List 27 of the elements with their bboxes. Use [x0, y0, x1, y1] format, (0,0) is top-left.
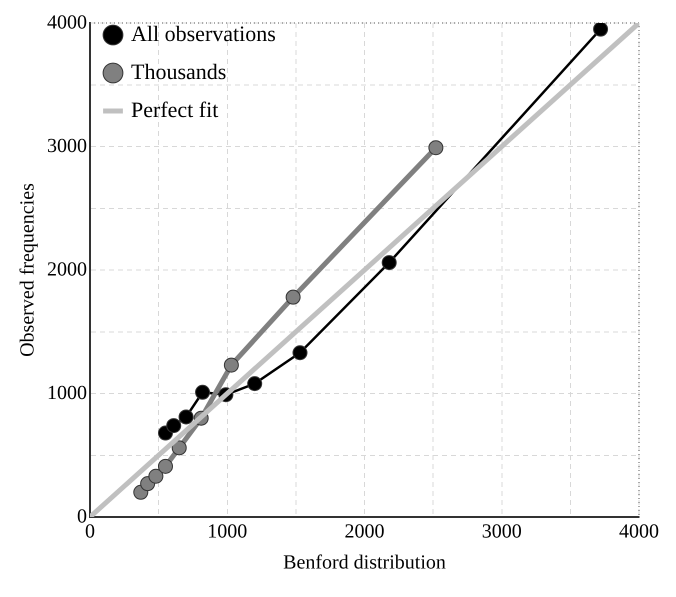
x-tick-label: 3000	[482, 520, 522, 542]
point	[593, 23, 608, 37]
y-tick-label: 3000	[47, 134, 87, 157]
point	[382, 255, 397, 270]
point	[166, 418, 182, 434]
point	[195, 384, 210, 400]
x-tick-label: 1000	[207, 520, 248, 542]
legend-label: Perfect fit	[131, 96, 218, 122]
legend-label: Thousands	[131, 58, 226, 84]
y-tick-label: 1000	[47, 382, 87, 404]
y-tick-label: 0	[77, 505, 87, 528]
point	[178, 409, 194, 424]
point	[247, 376, 262, 392]
point	[148, 468, 164, 484]
point	[292, 345, 308, 360]
y-tick-label: 2000	[47, 258, 87, 280]
point	[158, 458, 173, 474]
x-tick-label: 4000	[619, 520, 659, 542]
point	[224, 358, 239, 373]
y-tick-label: 4000	[47, 11, 87, 34]
y-axis-title: Observed frequencies	[16, 182, 38, 357]
point	[428, 140, 444, 156]
legend-label: All observations	[131, 20, 276, 46]
point	[172, 440, 187, 456]
x-axis-title: Benford distribution	[283, 551, 446, 574]
x-tick-label: 2000	[344, 520, 384, 542]
point	[286, 290, 301, 305]
